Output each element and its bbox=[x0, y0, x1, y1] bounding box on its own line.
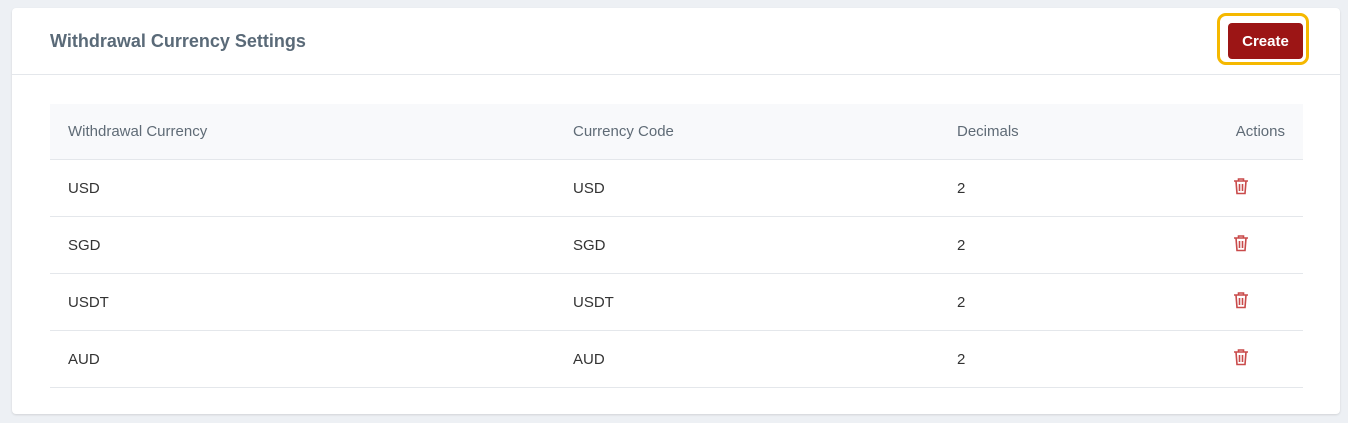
cell-actions bbox=[1049, 216, 1303, 274]
cell-code: USDT bbox=[573, 273, 957, 331]
cell-currency: USD bbox=[50, 159, 573, 217]
delete-button[interactable] bbox=[1233, 177, 1249, 199]
cell-decimals: 2 bbox=[957, 159, 1049, 217]
delete-button[interactable] bbox=[1233, 234, 1249, 256]
delete-button[interactable] bbox=[1233, 291, 1249, 313]
cell-actions bbox=[1049, 159, 1303, 217]
cell-code: AUD bbox=[573, 330, 957, 388]
trash-icon bbox=[1234, 178, 1248, 195]
table-header-row: Withdrawal Currency Currency Code Decima… bbox=[50, 104, 1303, 160]
create-button[interactable]: Create bbox=[1228, 23, 1303, 59]
table-row: USDT USDT 2 bbox=[50, 273, 1303, 331]
column-header-withdrawal-currency: Withdrawal Currency bbox=[50, 104, 573, 160]
column-header-actions: Actions bbox=[1049, 104, 1303, 160]
cell-decimals: 2 bbox=[957, 330, 1049, 388]
table-row: SGD SGD 2 bbox=[50, 216, 1303, 274]
table-row: USD USD 2 bbox=[50, 159, 1303, 217]
column-header-currency-code: Currency Code bbox=[573, 104, 957, 160]
card-header: Withdrawal Currency Settings Create bbox=[12, 8, 1340, 75]
cell-decimals: 2 bbox=[957, 273, 1049, 331]
currency-table: Withdrawal Currency Currency Code Decima… bbox=[50, 104, 1303, 388]
cell-code: SGD bbox=[573, 216, 957, 274]
cell-actions bbox=[1049, 273, 1303, 331]
page-title: Withdrawal Currency Settings bbox=[50, 31, 306, 51]
cell-actions bbox=[1049, 330, 1303, 388]
trash-icon bbox=[1234, 349, 1248, 366]
trash-icon bbox=[1234, 235, 1248, 252]
withdrawal-currency-card: Withdrawal Currency Settings Create With… bbox=[12, 8, 1340, 414]
table-row: AUD AUD 2 bbox=[50, 330, 1303, 388]
cell-code: USD bbox=[573, 159, 957, 217]
focus-ring bbox=[1217, 13, 1309, 65]
trash-icon bbox=[1234, 292, 1248, 309]
cell-decimals: 2 bbox=[957, 216, 1049, 274]
cell-currency: AUD bbox=[50, 330, 573, 388]
column-header-decimals: Decimals bbox=[957, 104, 1049, 160]
delete-button[interactable] bbox=[1233, 348, 1249, 370]
cell-currency: USDT bbox=[50, 273, 573, 331]
cell-currency: SGD bbox=[50, 216, 573, 274]
